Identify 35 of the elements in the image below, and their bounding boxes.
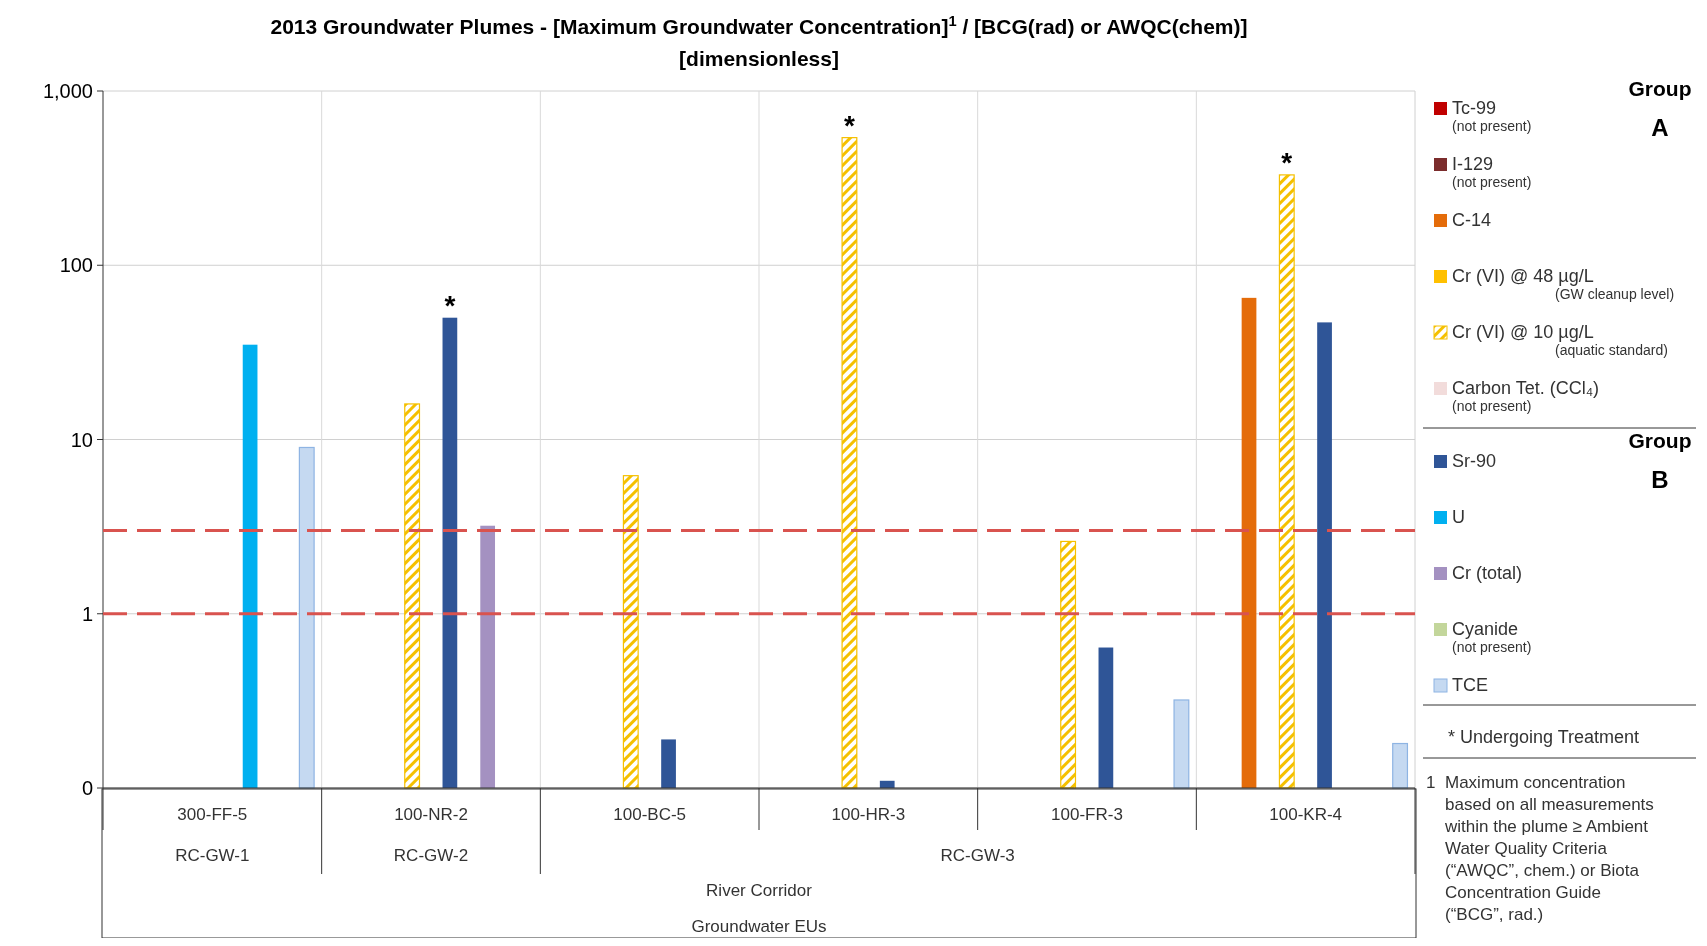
legend-label: Cr (VI) @ 48 µg/L (GW cleanup level): [1452, 266, 1675, 302]
annotation: *: [844, 109, 855, 141]
annotation: *: [444, 289, 456, 321]
legend-label: Sr-90: [1452, 451, 1497, 471]
text: RC-GW-1: [175, 846, 250, 865]
y-tick-label: 1: [81, 602, 93, 625]
x-tick-label: 100-KR-4: [1269, 805, 1343, 824]
x-tick-label: 100-HR-3: [831, 805, 906, 824]
legend-label: Cr (VI) @ 10 µg/L (aquatic standard): [1452, 322, 1668, 358]
text: RC-GW-3: [940, 846, 1015, 865]
y-tick-label: 1,000: [42, 80, 93, 102]
legend-label: Cr (total): [1452, 563, 1523, 583]
text: 1 Maximum concentration based on all measurements within the plume ≥ Ambient Water Quality Criteria (“AWQC”, chem.) or Biota Concentration Guide (“BCG”, rad.): [1426, 773, 1654, 924]
y-tick-label: 100: [59, 254, 93, 277]
text: Group A: [1628, 77, 1692, 141]
x-axis-title: River Corridor Groundwater EUs: [691, 881, 827, 936]
legend-label: Cyanide (not present): [1452, 619, 1532, 655]
legend-label: C-14: [1452, 210, 1492, 230]
x-tick-label: 100-FR-3: [1051, 805, 1123, 824]
x-tick-label: 100-BC-5: [613, 805, 687, 824]
legend-label: I-129 (not present): [1452, 154, 1532, 190]
y-tick-label: 0: [81, 777, 93, 799]
annotation: *: [1281, 146, 1293, 178]
text: Group B: [1628, 429, 1692, 493]
x-tick-label: 100-NR-2: [394, 805, 468, 824]
x-tick-label: 300-FF-5: [177, 805, 248, 824]
legend-label: Tc-99 (not present): [1452, 98, 1532, 134]
legend-label: U: [1452, 507, 1465, 527]
chart-subtitle: [dimensionless]: [679, 47, 839, 70]
legend-label: Carbon Tet. (CCl₄) (not present): [1452, 378, 1600, 414]
text: * Undergoing Treatment: [1448, 727, 1640, 747]
legend-label: TCE: [1452, 675, 1488, 695]
text: RC-GW-2: [393, 846, 469, 865]
y-tick-label: 10: [70, 428, 93, 451]
chart-title: 2013 Groundwater Plumes - [Maximum Groundwater Concentration]$^{1}$ / [BCG(rad) or AWQC(chem)]: [270, 13, 1248, 38]
